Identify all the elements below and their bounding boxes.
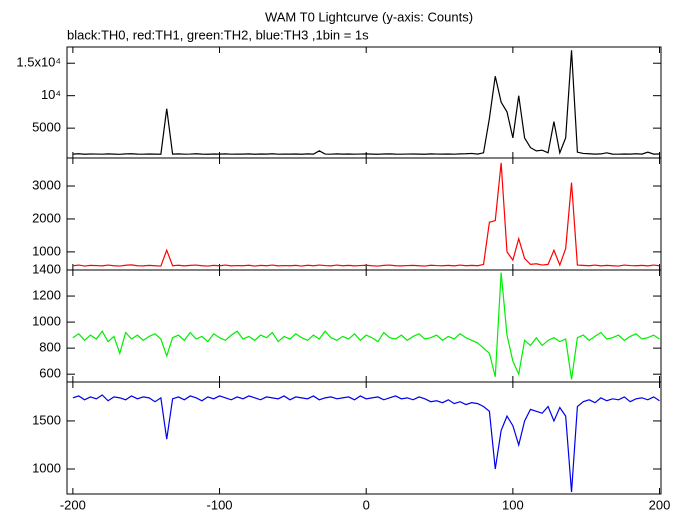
- y-tick-label: 10⁴: [41, 87, 61, 102]
- x-tick-label: -100: [207, 497, 233, 512]
- light-curve: [72, 50, 660, 155]
- y-tick-label: 1400: [32, 261, 61, 276]
- x-tick-label: 200: [649, 497, 671, 512]
- y-tick-label: 1000: [32, 314, 61, 329]
- chart-title: WAM T0 Lightcurve (y-axis: Counts): [265, 9, 473, 24]
- x-tick-label: 0: [363, 497, 370, 512]
- y-tick-label: 1500: [32, 412, 61, 427]
- light-curve: [72, 162, 660, 267]
- light-curve: [72, 394, 660, 493]
- chart-subtitle: black:TH0, red:TH1, green:TH2, blue:TH3 …: [67, 27, 369, 42]
- x-tick-label: 100: [502, 497, 524, 512]
- panel-frame: [66, 381, 662, 495]
- panel-frame: [66, 269, 662, 383]
- y-tick-label: 1000: [32, 243, 61, 258]
- y-tick-label: 1200: [32, 287, 61, 302]
- y-tick-label: 800: [39, 340, 61, 355]
- y-tick-label: 3000: [32, 177, 61, 192]
- x-tick-label: -200: [60, 497, 86, 512]
- y-tick-label: 600: [39, 366, 61, 381]
- light-curve: [72, 272, 660, 380]
- y-tick-label: 1.5x10⁴: [16, 55, 61, 70]
- panel-frame: [66, 157, 662, 271]
- y-tick-label: 1000: [32, 460, 61, 475]
- y-tick-label: 2000: [32, 210, 61, 225]
- y-tick-label: 5000: [32, 120, 61, 135]
